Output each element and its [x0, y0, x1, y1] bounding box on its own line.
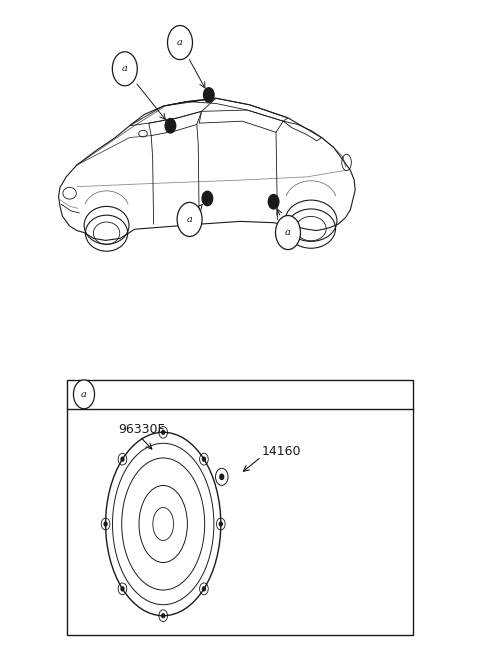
Circle shape	[203, 457, 205, 461]
Circle shape	[220, 474, 224, 479]
Circle shape	[276, 215, 300, 250]
Circle shape	[177, 202, 202, 236]
Text: 96330F: 96330F	[118, 422, 165, 436]
Circle shape	[162, 430, 165, 434]
Text: a: a	[81, 390, 87, 399]
Circle shape	[202, 191, 213, 206]
Text: 14160: 14160	[262, 445, 301, 458]
Circle shape	[219, 522, 222, 526]
Circle shape	[203, 587, 205, 591]
Circle shape	[112, 52, 137, 86]
Circle shape	[204, 88, 214, 102]
Circle shape	[162, 614, 165, 618]
Circle shape	[73, 380, 95, 409]
Circle shape	[168, 26, 192, 60]
Text: a: a	[122, 64, 128, 73]
Circle shape	[104, 522, 107, 526]
Circle shape	[268, 195, 279, 209]
Text: a: a	[177, 38, 183, 47]
Text: a: a	[285, 228, 291, 237]
Circle shape	[165, 119, 176, 133]
Circle shape	[121, 457, 124, 461]
Circle shape	[121, 587, 124, 591]
Text: a: a	[187, 215, 192, 224]
